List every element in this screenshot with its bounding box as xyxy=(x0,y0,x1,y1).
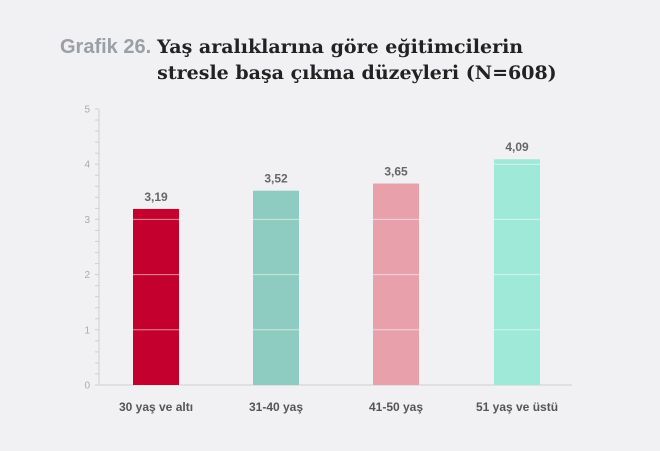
category-label: 30 yaş ve altı xyxy=(119,400,193,414)
data-label: 4,09 xyxy=(505,140,529,154)
chart-title: Yaş aralıklarına göre eğitimcilerin stre… xyxy=(157,36,557,84)
category-label: 41-50 yaş xyxy=(369,400,423,414)
category-label: 51 yaş ve üstü xyxy=(476,400,558,414)
bar xyxy=(253,190,299,385)
bar xyxy=(494,159,540,385)
labels-group: 3,19 30 yaş ve altı 3,52 31-40 yaş 3,65 41-50… xyxy=(119,140,558,414)
bar xyxy=(373,183,419,385)
data-label: 3,52 xyxy=(264,172,288,186)
figure-label: Grafik 26. xyxy=(60,36,152,58)
y-tick-label: 0 xyxy=(84,381,90,392)
bar xyxy=(133,208,179,385)
y-tick-label: 5 xyxy=(84,105,90,116)
figure-heading: Grafik 26. Yaş aralıklarına göre eğitimc… xyxy=(60,34,597,86)
bars-group xyxy=(133,159,540,385)
data-label: 3,65 xyxy=(384,165,408,179)
y-tick-label: 2 xyxy=(84,270,90,281)
y-tick-label: 4 xyxy=(84,160,90,171)
y-tick-label: 1 xyxy=(84,325,90,336)
y-tick-label: 3 xyxy=(84,215,90,226)
category-label: 31-40 yaş xyxy=(249,400,303,414)
data-label: 3,19 xyxy=(144,190,168,204)
